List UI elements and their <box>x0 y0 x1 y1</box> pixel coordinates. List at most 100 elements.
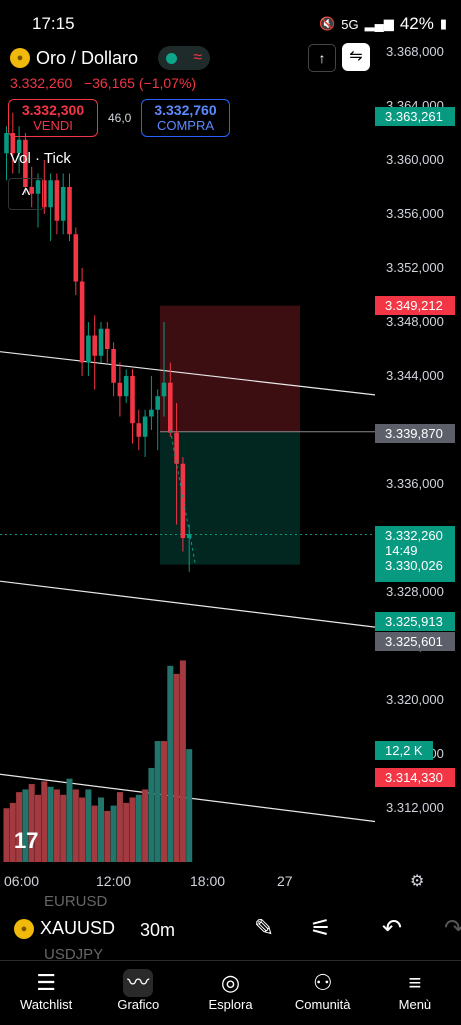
price-chart[interactable] <box>0 0 461 870</box>
community-icon: ⚇ <box>312 970 333 995</box>
candle-body <box>92 335 97 356</box>
redo-icon[interactable]: ↷ <box>444 915 461 942</box>
nav-label: Esplora <box>208 997 253 1012</box>
projection-line <box>169 429 196 566</box>
gold-icon: ● <box>10 48 30 68</box>
candle-body <box>48 180 53 208</box>
candle-body <box>123 376 129 397</box>
price-tag-stop: 3.349,212 <box>375 296 455 315</box>
undo-icon[interactable]: ↶ <box>382 915 403 942</box>
buy-label: COMPRA <box>156 118 215 133</box>
nav-label: Watchlist <box>19 997 73 1012</box>
candle-body <box>79 281 85 363</box>
volume-bar <box>179 660 186 862</box>
price-tag-last-group: 3.332,260 14:49 3.330,026 <box>375 526 455 582</box>
trend-line <box>0 351 376 396</box>
price-tick: 3.344,000 <box>386 368 444 383</box>
sell-button[interactable]: 3.332,300 VENDI <box>8 99 98 137</box>
nav-menu[interactable]: ≡ Menù <box>369 961 461 1025</box>
settings-gear-icon[interactable]: ⚙ <box>410 873 425 890</box>
volume-bar <box>110 805 117 862</box>
indicators-icon[interactable]: ⚟ <box>310 915 332 942</box>
ghost-symbol-below: USDJPY <box>44 946 104 963</box>
volume-bar <box>104 810 111 862</box>
candle-body <box>186 533 192 538</box>
buy-price: 3.332,760 <box>154 102 217 118</box>
collapse-indicators-button[interactable]: ^ <box>8 178 44 210</box>
menu-icon: ≡ <box>408 970 422 995</box>
candle-body <box>67 187 72 235</box>
wave-icon: ≈ <box>193 49 202 66</box>
price-tick: 3.360,000 <box>386 152 444 167</box>
volume-bar <box>79 797 86 862</box>
nav-explore[interactable]: ◎ Esplora <box>184 961 276 1025</box>
volume-bar <box>9 802 16 862</box>
candle-body <box>149 409 154 417</box>
price-tick: 3.356,000 <box>386 206 444 221</box>
volume-bar <box>186 749 193 862</box>
volume-bar <box>28 784 35 862</box>
volume-bar <box>91 805 98 862</box>
candle-body <box>117 382 123 397</box>
nav-community[interactable]: ⚇ Comunità <box>277 961 369 1025</box>
price-tag-last: 3.332,260 <box>385 528 443 543</box>
symbol-name[interactable]: Oro / Dollaro <box>36 47 139 68</box>
market-status-pill[interactable]: ≈ <box>158 46 211 70</box>
fullscreen-button[interactable]: ↑ <box>308 44 336 72</box>
symbol-ticker: XAUUSD <box>40 918 116 938</box>
volume-bar <box>123 802 130 862</box>
price-summary: 3.332,260 −36,165 (−1,07%) <box>10 75 196 91</box>
price-tick: 3.312,000 <box>386 800 444 815</box>
chevron-up-icon: ^ <box>21 185 31 205</box>
battery-level: 42% <box>399 14 434 33</box>
candle-body <box>29 187 34 194</box>
volume-indicator-label[interactable]: Vol · Tick <box>10 150 71 167</box>
price-tag-low2: 3.325,601 <box>375 632 455 651</box>
symbol-selector[interactable]: ● XAUUSD <box>14 918 115 939</box>
candle-body <box>16 139 22 154</box>
buy-button[interactable]: 3.332,760 COMPRA <box>141 99 230 137</box>
candle-body <box>105 328 110 349</box>
candle-body <box>42 180 47 208</box>
sell-label: VENDI <box>33 118 73 133</box>
trend-line <box>0 580 376 628</box>
volume-bar <box>47 786 54 862</box>
market-open-icon <box>166 52 178 64</box>
price-tick: 3.348,000 <box>386 314 444 329</box>
price-change: −36,165 <box>83 75 135 91</box>
time-tick: 27 <box>277 873 293 889</box>
sell-price: 3.332,300 <box>21 102 85 118</box>
candle-body <box>86 335 91 363</box>
battery-icon: ▮ <box>439 16 447 31</box>
candle-body <box>10 133 16 154</box>
volume-bar <box>16 792 23 862</box>
volume-bar <box>135 794 142 862</box>
candle-body <box>111 349 116 383</box>
volume-bar <box>35 794 41 862</box>
drawing-tool-icon[interactable]: ✎ <box>254 915 275 942</box>
bottom-navigation: ☰ Watchlist 〰 Grafico ◎ Esplora ⚇ Comuni… <box>0 960 461 1025</box>
volume-bar <box>53 789 60 862</box>
price-tag-upper: 3.363,261 <box>375 107 455 126</box>
candle-body <box>60 187 66 221</box>
volume-tag: 12,2 K <box>375 741 433 760</box>
interval-selector[interactable]: 30m <box>140 920 176 940</box>
volume-bar <box>116 792 123 862</box>
volume-bar <box>3 808 10 862</box>
candle-body <box>136 423 142 437</box>
candle-body <box>174 432 179 464</box>
tradingview-logo: 17 <box>14 828 39 853</box>
volume-bar <box>161 741 167 862</box>
candle-body <box>98 328 104 356</box>
nav-chart[interactable]: 〰 Grafico <box>92 961 184 1025</box>
nav-watchlist[interactable]: ☰ Watchlist <box>0 961 92 1025</box>
symbol-header[interactable]: ● Oro / Dollaro ≈ <box>10 46 211 70</box>
last-price: 3.332,260 <box>10 75 73 91</box>
chart-layout-button[interactable]: ⇋ <box>342 43 370 71</box>
volume-bar <box>85 789 92 862</box>
status-time: 17:15 <box>32 14 75 33</box>
candle-body <box>168 382 173 433</box>
price-tick: 3.368,000 <box>386 44 444 59</box>
volume-bar <box>148 767 155 862</box>
volume-bar <box>142 789 149 862</box>
